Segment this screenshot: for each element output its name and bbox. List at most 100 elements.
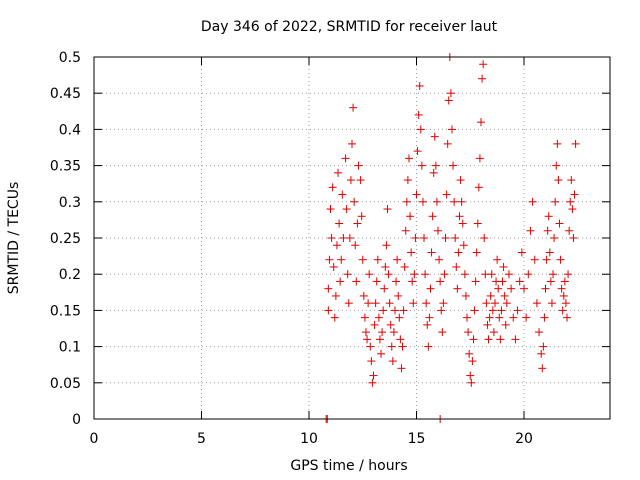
x-tick-label: 5	[197, 431, 206, 447]
data-point	[542, 255, 551, 264]
y-tick-label: 0.15	[50, 303, 81, 319]
data-point	[356, 176, 365, 185]
data-point	[559, 291, 568, 300]
data-point	[324, 284, 333, 293]
data-point	[475, 154, 484, 163]
data-point	[366, 342, 375, 351]
data-point	[343, 270, 352, 279]
data-point	[380, 284, 389, 293]
data-point	[522, 313, 531, 322]
data-point	[526, 226, 535, 235]
data-point	[443, 139, 452, 148]
data-point	[554, 176, 563, 185]
data-point	[341, 154, 350, 163]
data-point	[382, 241, 391, 250]
data-point	[539, 342, 548, 351]
data-point	[425, 313, 434, 322]
data-point	[361, 328, 370, 337]
data-point	[374, 313, 383, 322]
data-point	[456, 176, 465, 185]
data-point	[530, 255, 539, 264]
data-point	[337, 255, 346, 264]
data-point	[434, 226, 442, 235]
y-tick-label: 0.05	[50, 376, 81, 392]
data-point	[429, 168, 438, 177]
data-point	[494, 284, 503, 293]
data-point	[393, 255, 402, 264]
data-point	[501, 320, 510, 329]
data-point	[468, 357, 477, 366]
data-point	[567, 176, 576, 185]
data-point	[381, 262, 390, 271]
y-tick-label: 0.1	[59, 340, 81, 356]
data-point	[338, 190, 347, 199]
data-point	[352, 277, 361, 286]
data-point	[565, 226, 574, 235]
data-point	[400, 262, 409, 271]
data-point	[500, 291, 509, 300]
data-point	[421, 270, 430, 279]
data-point	[412, 190, 421, 199]
y-axis-label: SRMTID / TECUs	[6, 182, 22, 295]
data-point	[399, 306, 408, 315]
data-point	[444, 96, 453, 105]
data-point	[342, 205, 351, 214]
y-tick-label: 0.3	[59, 195, 81, 211]
x-axis-label: GPS time / hours	[290, 458, 407, 474]
data-point	[369, 371, 378, 380]
data-point	[359, 291, 368, 300]
data-point	[398, 342, 407, 351]
y-tick-label: 0.25	[50, 231, 81, 247]
data-point	[550, 234, 559, 242]
data-point	[470, 306, 479, 315]
y-tick-label: 0.35	[50, 159, 81, 175]
data-point	[541, 284, 550, 293]
data-point	[458, 219, 467, 228]
data-point	[497, 306, 506, 315]
data-point	[384, 270, 393, 279]
data-point	[496, 335, 505, 344]
data-point	[488, 306, 497, 315]
data-point	[457, 197, 466, 206]
data-point	[426, 284, 435, 293]
data-point	[484, 335, 493, 344]
data-point	[367, 357, 376, 366]
data-point	[364, 299, 373, 308]
x-tick-label: 0	[90, 431, 99, 447]
data-point	[334, 168, 343, 177]
data-point	[397, 364, 406, 373]
tick-labels: 0 0.05 0.1 0.15 0.2 0.25 0.3 0.35 0.4 0.45 0.5 0 5 10…	[50, 50, 533, 447]
data-point	[413, 147, 422, 156]
data-point	[370, 320, 379, 329]
data-point	[427, 248, 436, 257]
data-point	[558, 306, 567, 315]
data-point	[511, 335, 520, 344]
data-point	[537, 349, 546, 358]
data-point	[408, 277, 417, 286]
data-point	[570, 190, 579, 199]
data-point	[430, 132, 439, 141]
data-point	[478, 74, 487, 83]
data-point	[479, 60, 488, 69]
data-point	[452, 262, 461, 271]
y-tick-label: 0.45	[50, 86, 81, 102]
data-point	[465, 349, 474, 358]
data-point	[375, 335, 384, 344]
data-point	[560, 277, 569, 286]
data-point	[387, 342, 396, 351]
data-point	[520, 284, 528, 293]
data-point	[498, 277, 507, 286]
data-point	[326, 205, 335, 214]
data-point	[416, 125, 425, 134]
data-point	[402, 197, 411, 206]
data-point	[466, 371, 475, 380]
data-point	[569, 234, 578, 242]
data-point	[545, 248, 554, 257]
data-point	[540, 313, 549, 322]
data-point	[441, 234, 450, 242]
data-point	[373, 255, 382, 264]
data-point	[411, 234, 420, 242]
data-point	[410, 270, 419, 279]
data-point	[485, 313, 494, 322]
data-point	[556, 255, 565, 264]
